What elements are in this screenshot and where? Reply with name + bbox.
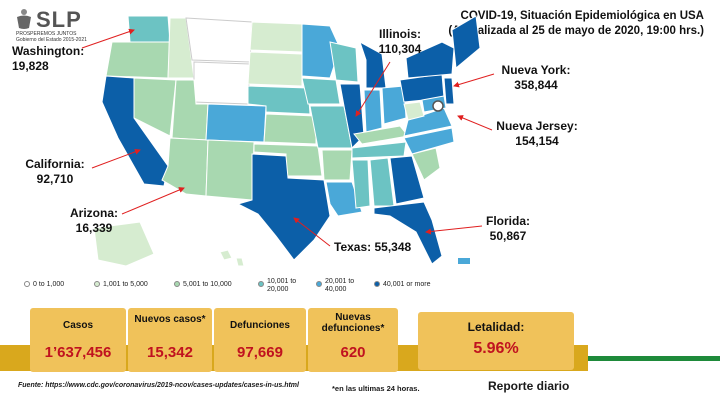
stat-new-cases-label: Nuevos casos*	[134, 314, 206, 325]
stat-deaths-value: 97,669	[237, 344, 283, 361]
state-new-jersey	[443, 77, 455, 105]
stat-lethality-value: 5.96%	[473, 340, 519, 357]
state-louisiana	[325, 181, 363, 217]
map-legend: 0 to 1,000 1,001 to 5,000 5,001 to 10,00…	[24, 276, 464, 304]
puerto-rico	[458, 258, 470, 264]
title-main: COVID-19, Situación Epidemiológica en US…	[460, 10, 704, 22]
legend-swatch-icon	[316, 281, 322, 287]
state-florida	[373, 201, 443, 265]
state-washington	[127, 15, 171, 43]
green-accent-line	[588, 356, 720, 361]
state-indiana	[363, 89, 383, 133]
state-kentucky	[353, 125, 409, 145]
page-title: COVID-19, Situación Epidemiológica en US…	[448, 9, 704, 39]
stat-new-cases-value: 15,342	[147, 344, 193, 361]
stat-deaths-label: Defunciones	[229, 320, 290, 331]
stat-cases-label: Casos	[62, 320, 93, 331]
state-north-carolina	[403, 127, 455, 155]
state-new-york	[405, 41, 455, 79]
state-iowa	[301, 77, 341, 105]
state-arkansas	[321, 149, 353, 181]
state-wisconsin	[329, 41, 359, 83]
source-citation: Fuente: https://www.cdc.gov/coronavirus/…	[18, 382, 299, 389]
title-subtitle: (Actualizada al 25 de mayo de 2020, 19:0…	[448, 25, 704, 37]
stat-lethality: Letalidad: 5.96%	[418, 312, 574, 370]
legend-swatch-icon	[24, 281, 30, 287]
stat-lethality-label: Letalidad:	[467, 320, 525, 334]
state-virginia	[403, 107, 453, 137]
callout-california: California: 92,710	[25, 157, 85, 186]
state-south-carolina	[411, 147, 441, 181]
stat-new-cases: Nuevos casos* 15,342	[128, 308, 212, 372]
footnote: *en las ultimas 24 horas.	[332, 384, 420, 393]
state-south-dakota	[247, 51, 303, 87]
state-colorado	[205, 103, 267, 143]
stat-cases-value: 1’637,456	[44, 344, 112, 361]
legend-swatch-icon	[374, 281, 380, 287]
stat-new-deaths-label: Nuevas defunciones*	[321, 312, 385, 334]
state-new-england	[451, 15, 480, 69]
legend-swatch-icon	[94, 281, 100, 287]
state-kansas	[263, 113, 317, 145]
callout-illinois: Illinois: 110,304	[378, 27, 422, 56]
state-tennessee	[351, 141, 407, 159]
logo-name: SLP	[36, 7, 82, 32]
state-wyoming	[193, 61, 251, 105]
stat-deaths: Defunciones 97,669	[214, 308, 306, 372]
callout-new-jersey: Nueva Jersey: 154,154	[496, 119, 578, 148]
state-montana	[185, 17, 253, 63]
state-arizona	[161, 137, 209, 197]
legend-swatch-icon	[258, 281, 264, 287]
state-west-virginia	[403, 101, 425, 121]
state-georgia	[389, 155, 425, 205]
legend-swatch-icon	[174, 281, 180, 287]
callout-florida: Florida: 50,867	[486, 214, 530, 243]
logo-mark-icon	[17, 9, 31, 29]
state-new-mexico	[205, 139, 255, 201]
callout-arizona: Arizona: 16,339	[70, 206, 118, 235]
stat-new-deaths-value: 620	[340, 344, 366, 361]
state-alabama	[369, 157, 395, 207]
logo-tagline: PROSPEREMOS JUNTOS Gobierno del Estado 2…	[16, 31, 87, 43]
report-label: Reporte diario	[488, 379, 570, 393]
stat-cases: Casos 1’637,456	[30, 308, 126, 372]
stat-new-deaths: Nuevas defunciones* 620	[308, 308, 398, 372]
state-north-dakota	[249, 21, 303, 53]
slp-logo: SLP PROSPEREMOS JUNTOS Gobierno del Esta…	[14, 6, 132, 46]
state-hawaii	[219, 249, 245, 267]
state-nevada	[133, 77, 177, 137]
state-mississippi	[351, 159, 371, 209]
state-alaska	[93, 221, 155, 267]
callout-texas: Texas: 55,348	[334, 240, 412, 254]
callout-new-york: Nueva York: 358,844	[501, 63, 571, 92]
callout-washington: Washington: 19,828	[12, 44, 85, 73]
state-oregon	[105, 41, 171, 79]
dc-marker	[432, 100, 444, 112]
